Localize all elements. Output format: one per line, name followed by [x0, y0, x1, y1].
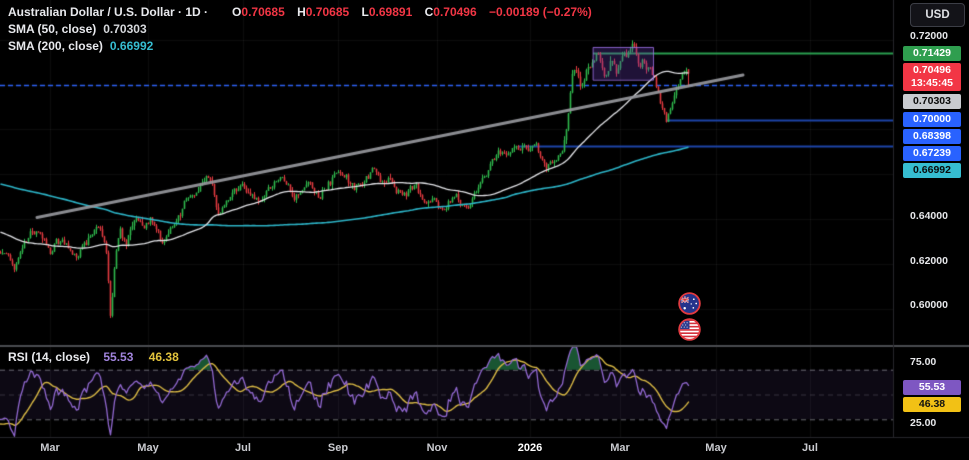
price-axis-badge: 0.70496 13:45:45: [903, 63, 961, 91]
sma50-row[interactable]: SMA (50, close) 0.70303: [8, 21, 592, 38]
rsi-label: RSI (14, close): [8, 350, 91, 364]
sma50-label: SMA (50, close): [8, 22, 97, 36]
currency-toggle-button[interactable]: USD: [910, 3, 965, 27]
high-label: H: [297, 5, 306, 19]
time-axis-label: Mar: [40, 442, 60, 454]
price-axis-label: 0.72000: [910, 30, 948, 42]
low-label: L: [361, 5, 369, 19]
time-axis-label: May: [705, 442, 727, 454]
sma200-row[interactable]: SMA (200, close) 0.66992: [8, 38, 592, 55]
price-axis-badge: 0.70303: [903, 94, 961, 109]
rsi-value: 55.53: [103, 350, 134, 364]
time-axis[interactable]: Mar May Jul Sep Nov 2026 Mar May Jul: [0, 438, 893, 460]
price-axis-badge: 0.70000: [903, 112, 961, 127]
price-axis-label: 0.60000: [910, 299, 948, 311]
close-value: 0.70496: [433, 5, 477, 19]
rsi-legend[interactable]: RSI (14, close) 55.53 46.38: [8, 350, 179, 364]
australia-flag-icon[interactable]: [678, 292, 701, 315]
sma200-label: SMA (200, close): [8, 39, 103, 53]
open-value: 0.70685: [241, 5, 285, 19]
close-label: C: [424, 5, 434, 19]
price-axis-badge: 0.66992: [903, 163, 961, 178]
symbol-title: Australian Dollar / U.S. Dollar · 1D ·: [8, 5, 209, 19]
price-axis[interactable]: 0.72000 0.64000 0.62000 0.60000 0.71429 0.704…: [893, 0, 969, 460]
rsi-ma-value: 46.38: [148, 350, 179, 364]
us-flag-icon[interactable]: [678, 318, 701, 341]
time-axis-label: Jul: [235, 442, 251, 454]
time-axis-label: Sep: [327, 442, 349, 454]
time-axis-label: 2026: [517, 442, 543, 454]
time-axis-label: Mar: [610, 442, 630, 454]
price-axis-badge: 0.68398: [903, 129, 961, 144]
price-axis-badge: 0.71429: [903, 46, 961, 61]
ohlc-values: O0.70685 H0.70685 L0.69891 C0.70496 −0.0…: [232, 4, 592, 21]
time-axis-label: May: [137, 442, 159, 454]
price-axis-badge: 0.67239: [903, 146, 961, 161]
low-value: 0.69891: [368, 5, 413, 19]
sma50-value: 0.70303: [103, 22, 147, 36]
price-axis-label: 0.64000: [910, 210, 948, 222]
high-value: 0.70685: [305, 5, 350, 19]
symbol-row[interactable]: Australian Dollar / U.S. Dollar · 1D · O…: [8, 4, 592, 21]
sma200-value: 0.66992: [109, 39, 154, 53]
price-axis-label: 0.62000: [910, 255, 948, 267]
change-value: −0.00189 (−0.27%): [489, 5, 592, 19]
chart-legend: Australian Dollar / U.S. Dollar · 1D · O…: [8, 4, 592, 55]
open-label: O: [232, 5, 242, 19]
time-axis-label: Jul: [802, 442, 818, 454]
time-axis-label: Nov: [426, 442, 448, 454]
